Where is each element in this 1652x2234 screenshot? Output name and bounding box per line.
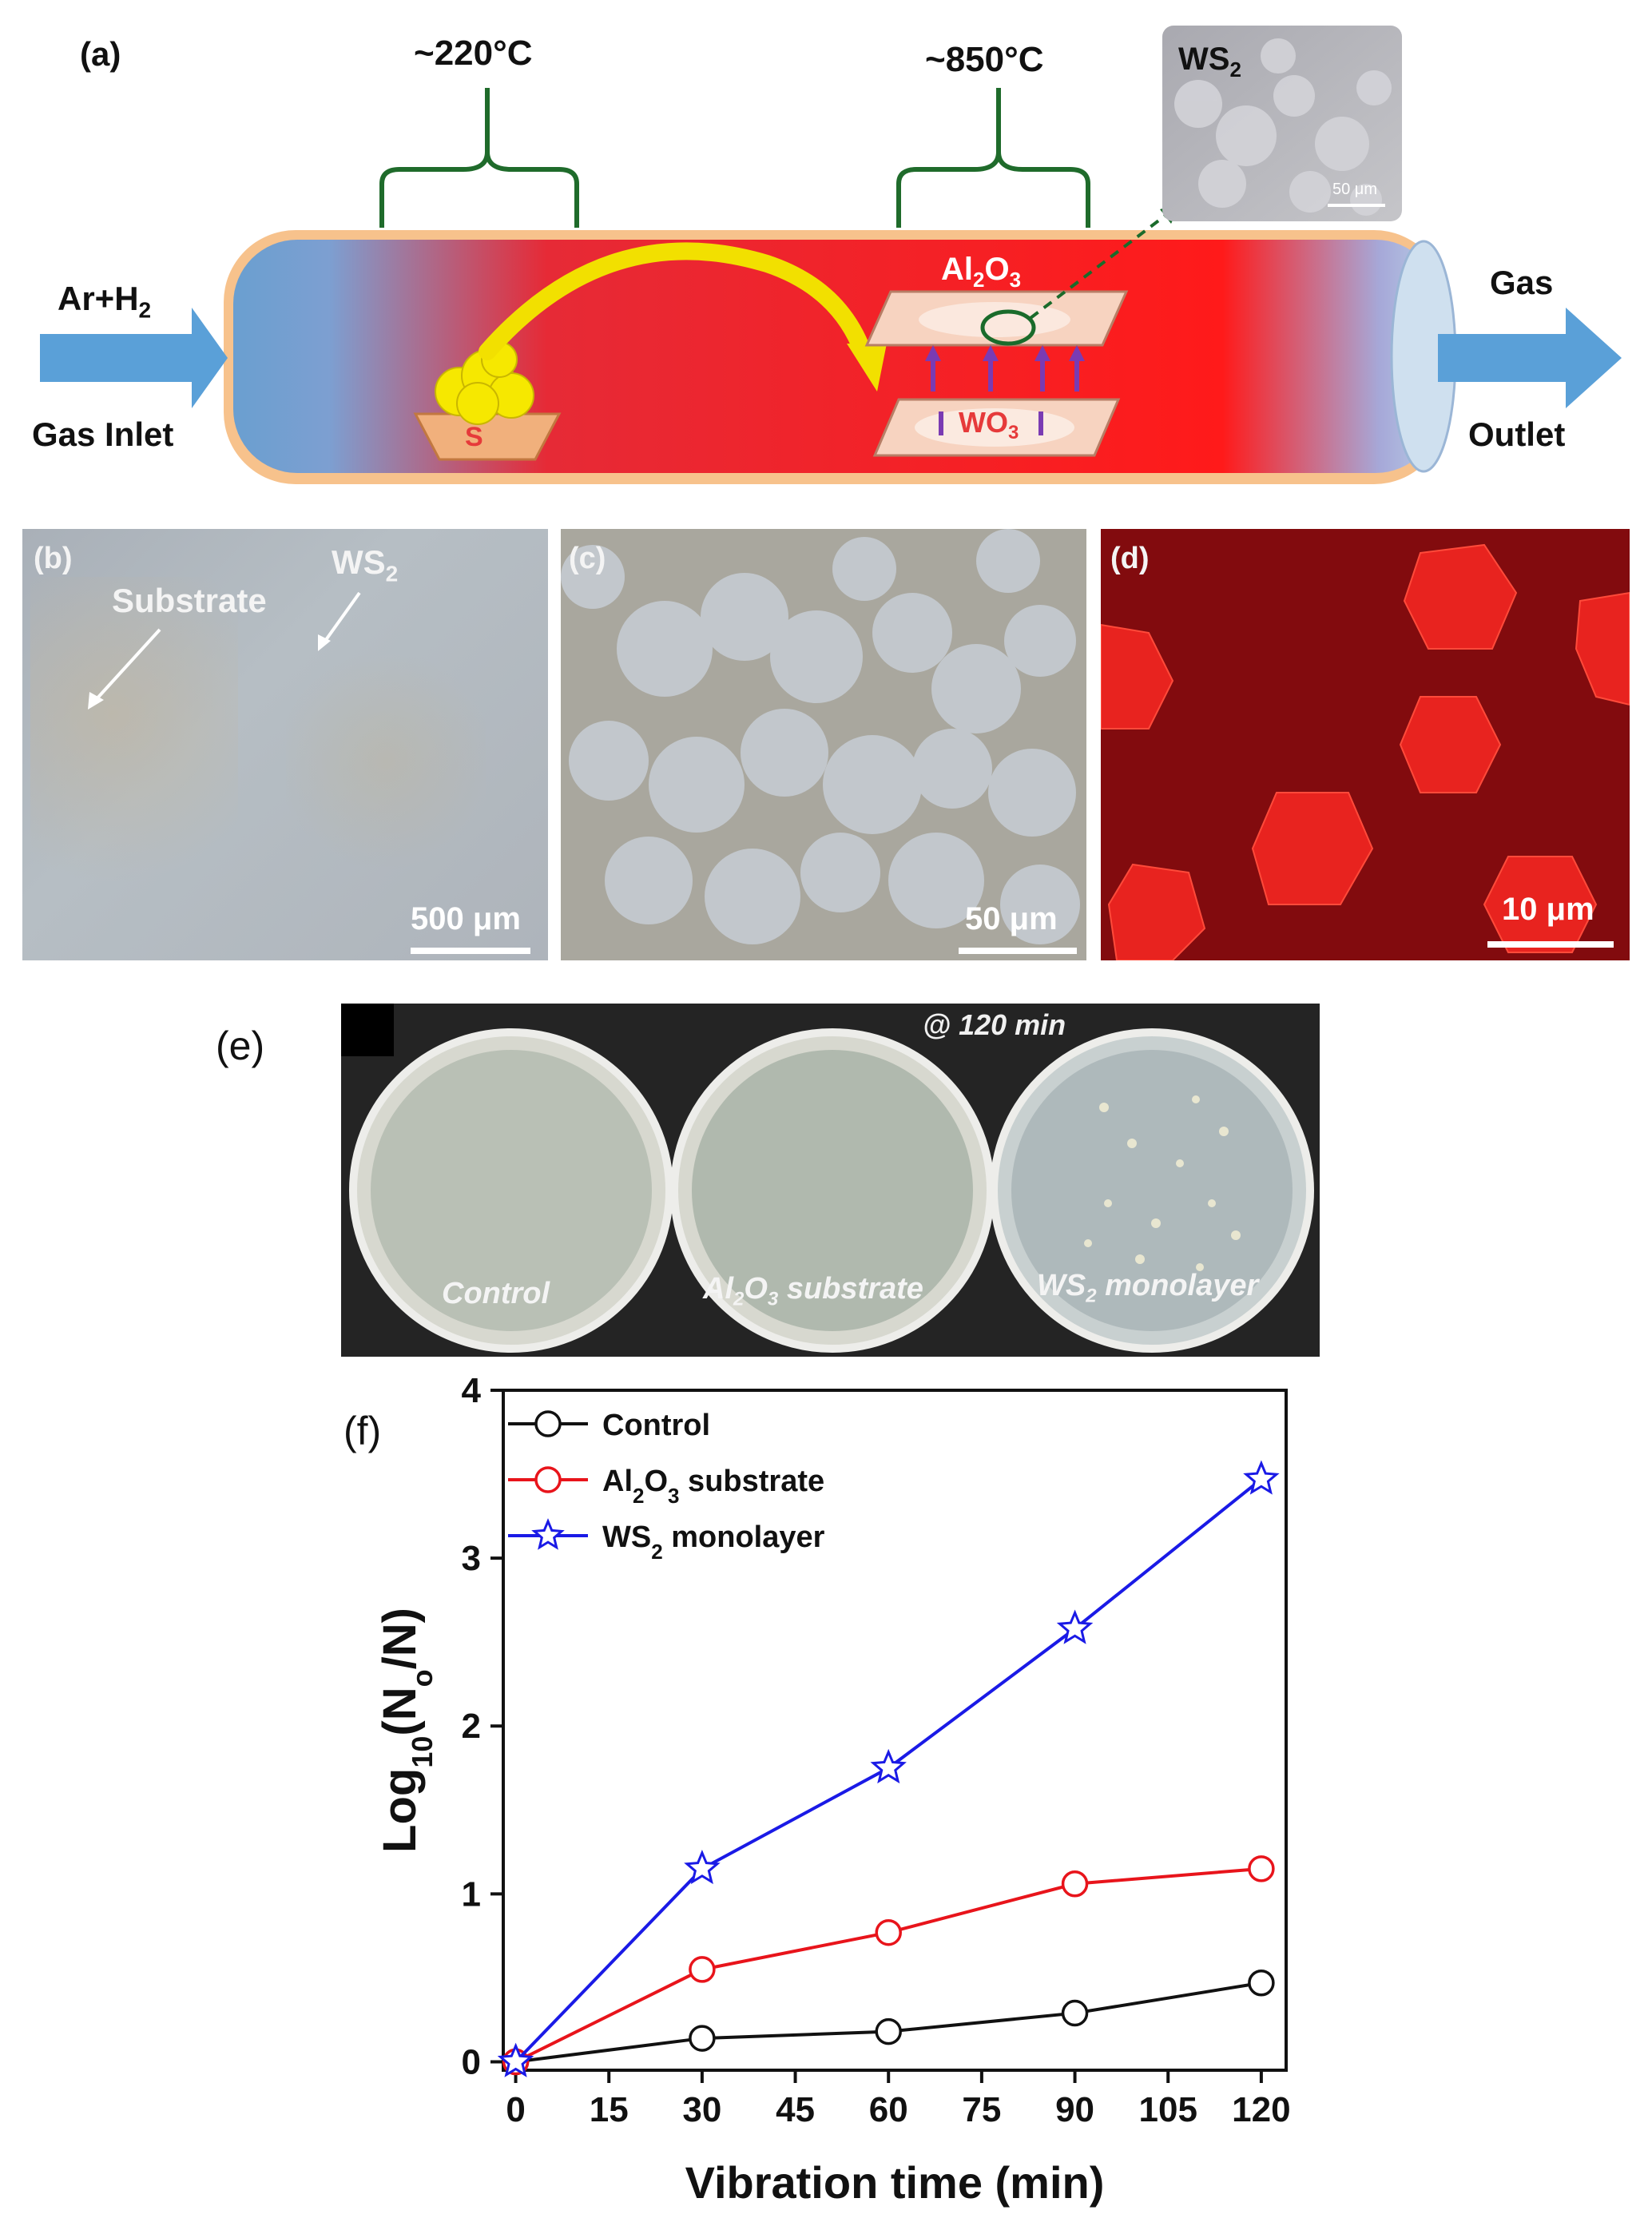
legend-label: Al2O3 substrate <box>602 1465 824 1508</box>
micrograph-b <box>22 529 548 960</box>
plot-frame <box>502 1389 1288 2072</box>
data-point <box>875 1918 902 1946</box>
micrograph-c <box>561 529 1086 960</box>
ws2-label-b: WS2 <box>332 543 399 586</box>
data-point <box>1061 1870 1089 1898</box>
vapor-up-arrows <box>925 345 1085 435</box>
y-tick-label: 3 <box>462 1539 481 1578</box>
y-tick-label: 1 <box>462 1874 481 1914</box>
gas-out-top-label: Gas <box>1490 264 1554 301</box>
vapor-flow-arrow <box>479 242 872 360</box>
legend-label: WS2 monolayer <box>602 1520 825 1564</box>
temp-right-label: ~850°C <box>925 40 1044 79</box>
legend-marker <box>534 1410 562 1437</box>
gas-in-bottom-label: Gas Inlet <box>32 415 174 453</box>
legend-marker <box>531 1518 565 1550</box>
selection-ring <box>980 309 1036 346</box>
y-tick-label: 0 <box>462 2042 481 2081</box>
data-point <box>1248 1855 1275 1882</box>
inset-scale-label: 50 μm <box>1332 181 1377 198</box>
data-point <box>689 1956 716 1983</box>
al2o3-label: Al2O3 <box>941 252 1022 292</box>
data-point <box>1248 1969 1275 1997</box>
x-tick-label: 45 <box>776 2090 815 2129</box>
scale-b-label: 500 μm <box>411 901 521 936</box>
x-tick-label: 15 <box>590 2090 629 2129</box>
x-tick-label: 0 <box>506 2090 525 2129</box>
dish-control-label: Control <box>442 1277 550 1310</box>
cvd-schematic <box>40 26 1622 484</box>
panel-a-label: (a) <box>80 35 121 73</box>
data-point <box>497 2042 534 2077</box>
time-label: @ 120 min <box>923 1008 1066 1041</box>
data-point <box>870 1748 907 1784</box>
x-tick-label: 105 <box>1139 2090 1197 2129</box>
scalebar-c <box>959 948 1077 954</box>
data-point <box>689 2025 716 2052</box>
scale-c-label: 50 μm <box>965 901 1058 936</box>
y-axis-label: Log10(No/N) <box>374 1608 439 1853</box>
legend-label: Control <box>602 1409 710 1442</box>
scalebar-d <box>1487 941 1614 948</box>
chart-f: 0 15 30 45 60 75 90 105 120 0 1 2 3 4 Vibration time (… <box>374 1371 1291 2208</box>
data-point <box>875 2017 902 2045</box>
bracket-left <box>379 88 579 228</box>
outlet-arrow-icon <box>1438 308 1622 408</box>
scale-d-label: 10 μm <box>1502 892 1594 927</box>
x-tick-label: 30 <box>682 2090 721 2129</box>
gas-in-top-label: Ar+H2 <box>58 280 152 323</box>
temp-left-label: ~220°C <box>414 34 533 73</box>
wo3-label: WO3 <box>959 406 1019 444</box>
y-tick-label: 2 <box>462 1707 481 1746</box>
petri-photo <box>341 1004 1320 1357</box>
x-tick-label: 60 <box>869 2090 908 2129</box>
x-tick-label: 75 <box>962 2090 1001 2129</box>
boat-label: S <box>465 422 483 452</box>
data-point <box>684 1850 721 1885</box>
annotation-arrows <box>88 591 361 710</box>
dish-al2o3-label: Al2O3 substrate <box>703 1272 923 1310</box>
dish-ws2-label: WS2 monolayer <box>1037 1269 1259 1307</box>
x-tick-label: 90 <box>1055 2090 1094 2129</box>
data-point <box>1061 1999 1089 2027</box>
gas-out-bottom-label: Outlet <box>1468 415 1566 453</box>
panel-a: (a) ~220°C ~850°C WS2 50 μm Ar+H2 Gas In… <box>0 0 1652 511</box>
inlet-arrow-icon <box>40 308 228 408</box>
data-point <box>1243 1460 1280 1495</box>
panel-d-label: (d) <box>1110 542 1150 575</box>
panel-c-label: (c) <box>569 542 606 575</box>
bracket-right <box>896 88 1090 228</box>
substrate-label: Substrate <box>112 582 267 619</box>
micrograph-d <box>1101 529 1630 960</box>
x-axis-label: Vibration time (min) <box>685 2157 1105 2208</box>
data-point <box>1056 1609 1094 1644</box>
scalebar-b <box>411 948 530 954</box>
inset-label: WS2 <box>1178 42 1241 81</box>
tube <box>233 240 1440 473</box>
panel-e-label: (e) <box>216 1024 265 1068</box>
y-tick-label: 4 <box>462 1371 482 1410</box>
legend-marker <box>534 1466 562 1493</box>
x-tick-label: 120 <box>1232 2090 1290 2129</box>
panel-f-label: (f) <box>344 1409 382 1453</box>
panel-b-label: (b) <box>34 542 73 575</box>
